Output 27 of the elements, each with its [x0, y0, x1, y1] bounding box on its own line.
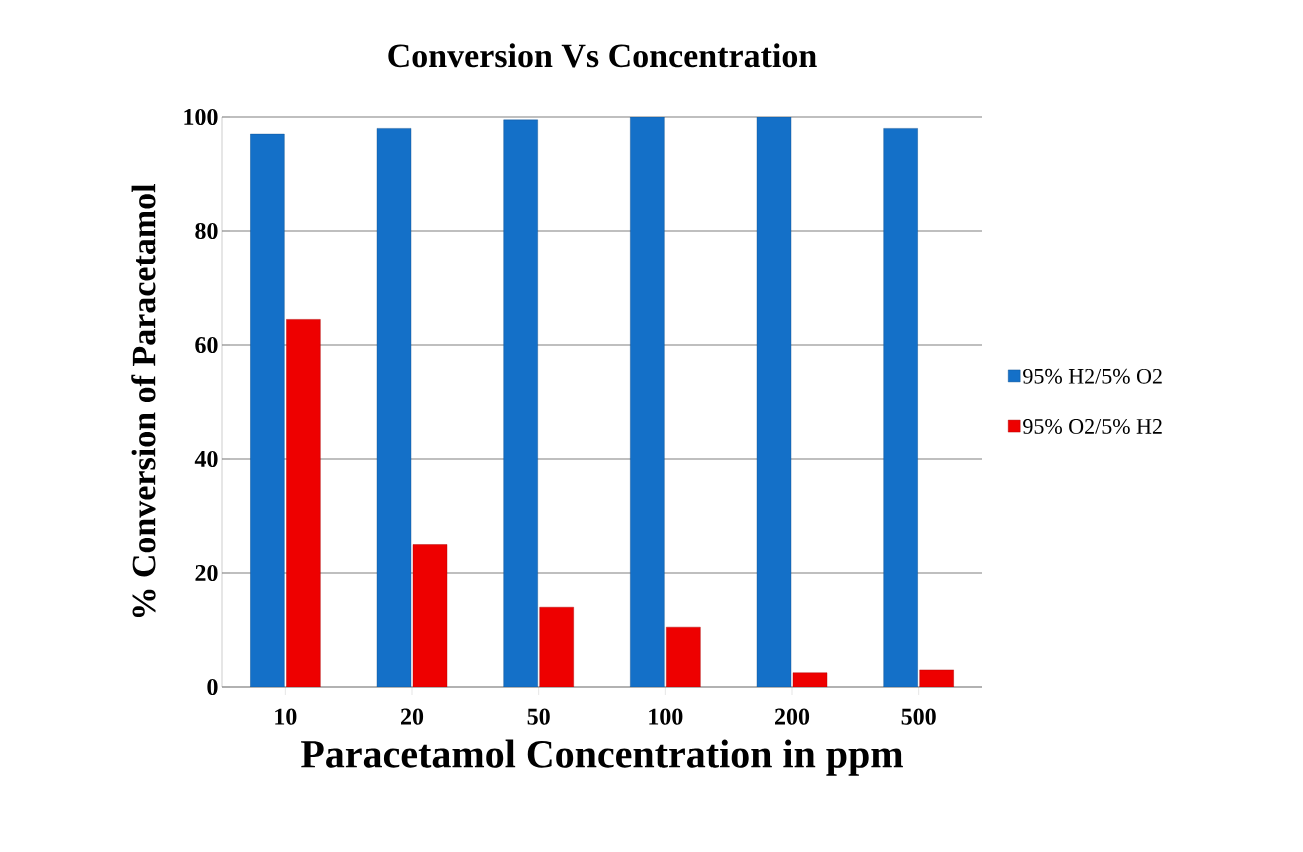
y-axis-title: % Conversion of Paracetamol	[131, 184, 156, 618]
y-tick-label: 20	[195, 564, 218, 582]
y-tick-label: 60	[195, 336, 218, 354]
x-tick-label: 100	[649, 708, 683, 725]
bar	[376, 128, 412, 687]
bar	[756, 117, 792, 687]
legend-label: 95% O2/5% H2	[1023, 419, 1162, 434]
y-tick-label: 0	[207, 678, 218, 696]
y-tick-label: 80	[195, 222, 218, 240]
y-tick-label: 100	[184, 108, 218, 126]
x-tick-label: 50	[527, 708, 550, 725]
x-tick-label: 20	[401, 708, 424, 725]
bar	[286, 319, 321, 687]
bar	[412, 544, 448, 687]
bar	[503, 119, 538, 687]
x-axis-title: Paracetamol Concentration in ppm	[301, 739, 903, 776]
bar	[250, 133, 285, 687]
x-tick-label: 10	[275, 708, 297, 725]
bar	[883, 128, 918, 687]
y-tick-label: 40	[194, 450, 218, 468]
bar	[666, 626, 701, 687]
legend-label: 95% H2/5% O2	[1023, 368, 1162, 384]
bar	[630, 117, 665, 687]
chart-title: Conversion Vs Concentration	[388, 43, 817, 68]
x-tick-label: 500	[901, 708, 936, 725]
x-tick-label: 200	[775, 708, 810, 725]
bar	[539, 607, 574, 687]
